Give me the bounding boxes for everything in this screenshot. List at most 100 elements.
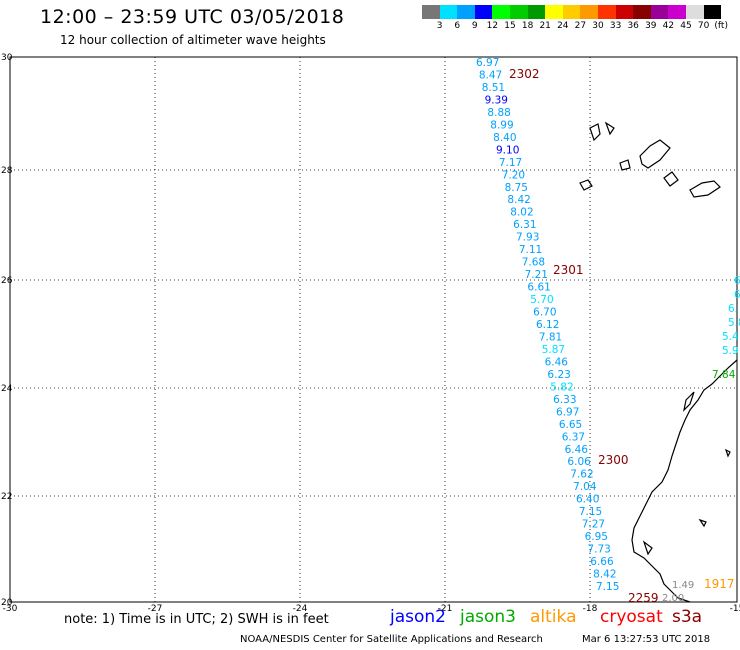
colorbar-swatch: [615, 5, 634, 19]
wave-height-value: 6.37: [562, 431, 585, 443]
colorbar-swatch: [422, 5, 440, 19]
coastal-value: 2.00: [662, 593, 684, 604]
colorbar-tick-label: 36: [627, 21, 639, 31]
colorbar-legend: [422, 5, 722, 19]
wave-height-value: 8.02: [510, 207, 533, 219]
cape-blanc-islet: [642, 540, 653, 556]
colorbar-swatch: [597, 5, 616, 19]
colorbar-tick-label: 12: [486, 21, 499, 31]
lon-tick-label: -30: [3, 604, 18, 614]
colorbar-swatch: [527, 5, 546, 19]
canary-la-palma: [589, 123, 601, 142]
wave-height-value: 6.97: [556, 406, 579, 418]
colorbar-swatch: [457, 5, 475, 19]
wave-height-value: 7.11: [519, 244, 542, 256]
wave-height-value: 8.47: [479, 69, 502, 81]
colorbar-labels: 3 6 9 12 15 18 21 24 27 30 33 36 39 42 45 70 (ft): [422, 21, 740, 33]
canary-fuerteventura: [689, 180, 721, 198]
wave-height-value: 7.73: [587, 544, 610, 556]
colorbar-tick-label: 24: [557, 21, 569, 31]
islet-east: [698, 518, 707, 528]
wave-height-value: 8.40: [493, 132, 516, 144]
wave-height-value: 5.70: [530, 294, 553, 306]
colorbar-swatch: [668, 5, 686, 19]
east-track-value: 6: [734, 289, 740, 301]
pass-time-label: 2302: [509, 67, 540, 81]
wave-height-value: 7.93: [516, 232, 539, 244]
colorbar-swatch: [545, 5, 563, 19]
chart-subtitle: 12 hour collection of altimeter wave hei…: [60, 33, 326, 47]
colorbar-tick-label: 70: [697, 21, 710, 31]
satellite-legend-s3a: s3a: [672, 607, 703, 627]
colorbar-swatch: [492, 5, 510, 19]
wave-height-value: 6.46: [545, 356, 569, 368]
satellite-legend-cryosat: cryosat: [600, 607, 663, 627]
colorbar-swatch: [580, 5, 598, 19]
wave-height-value: 8.51: [482, 82, 505, 94]
lat-tick-label: 20: [1, 598, 13, 608]
wave-height-value: 6.65: [559, 419, 582, 431]
lat-tick-label: 30: [1, 53, 13, 63]
wave-height-value: 8.42: [593, 569, 616, 581]
lat-tick-label: 26: [1, 276, 13, 286]
east-track-value: 6.: [728, 303, 738, 315]
colorbar-swatch: [633, 5, 651, 19]
colorbar-tick-label: 18: [521, 21, 534, 31]
wave-height-value: 5.87: [542, 344, 565, 356]
colorbar-tick-label: 30: [592, 21, 604, 31]
colorbar-tick-label: (ft): [714, 21, 728, 31]
satellite-legend-jason2: jason2: [390, 607, 446, 627]
wave-height-value: 9.10: [496, 144, 519, 156]
wave-height-value: 6.66: [590, 556, 614, 568]
colorbar-tick-label: 45: [680, 21, 692, 31]
pass-time-label: 2300: [598, 453, 629, 467]
footer-note: note: 1) Time is in UTC; 2) SWH is in fe…: [64, 612, 329, 627]
wave-height-value: 8.42: [507, 194, 530, 206]
wave-height-value: 7.81: [539, 331, 562, 343]
wave-height-value: 6.23: [547, 369, 570, 381]
colorbar-tick-label: 27: [574, 21, 587, 31]
lat-tick-label: 22: [1, 492, 12, 502]
colorbar-tick-label: 21: [539, 21, 551, 31]
african-coast-inlet: [683, 391, 695, 412]
wave-height-value: 6.46: [565, 444, 589, 456]
lon-tick-label: -24: [293, 604, 308, 614]
lon-tick-label: -18: [583, 604, 598, 614]
colorbar-swatch: [650, 5, 669, 19]
africa-coast: [631, 359, 738, 603]
lat-tick-label: 28: [1, 166, 13, 176]
wave-height-value: 7.15: [596, 581, 619, 593]
colorbar-tick-label: 9: [471, 21, 478, 31]
wave-height-value: 5.82: [550, 381, 573, 393]
colorbar-swatch: [509, 5, 528, 19]
wave-height-value: 8.88: [487, 107, 510, 119]
colorbar-tick-label: 15: [504, 21, 516, 31]
wave-height-value: 7.04: [573, 481, 597, 493]
east-track-value: 5.4: [722, 331, 739, 343]
colorbar-tick-label: 33: [609, 21, 622, 31]
lon-tick-label: -15: [730, 604, 740, 614]
colorbar-swatch: [685, 5, 704, 19]
wave-height-value: 6.31: [513, 219, 536, 231]
altimeter-track: 6.978.478.519.398.888.998.409.107.177.20…: [476, 57, 740, 605]
canary-hierro: [579, 179, 593, 191]
east-track-value: 5.9: [722, 345, 739, 357]
wave-height-value: 7.62: [570, 469, 593, 481]
pass-time-label: 1917: [704, 577, 735, 591]
pass-time-label: 2301: [553, 263, 584, 277]
satellite-legend-jason3: jason3: [460, 607, 516, 627]
wave-height-value: 6.95: [585, 531, 608, 543]
wave-height-value: 7.68: [522, 257, 545, 269]
coastal-value: 1.49: [672, 580, 694, 591]
wave-height-value: 6.12: [536, 319, 559, 331]
wave-height-value: 6.06: [567, 456, 591, 468]
wave-height-value: 6.97: [476, 57, 499, 69]
chart-title: 12:00 – 23:59 UTC 03/05/2018: [40, 6, 345, 28]
wave-height-value: 7.21: [525, 269, 548, 281]
colorbar-tick-label: 6: [454, 21, 461, 31]
canary-la-gomera: [619, 159, 631, 171]
wave-height-value: 8.99: [490, 119, 513, 131]
islet-east-2: [724, 448, 731, 458]
lon-tick-label: -21: [438, 604, 453, 614]
